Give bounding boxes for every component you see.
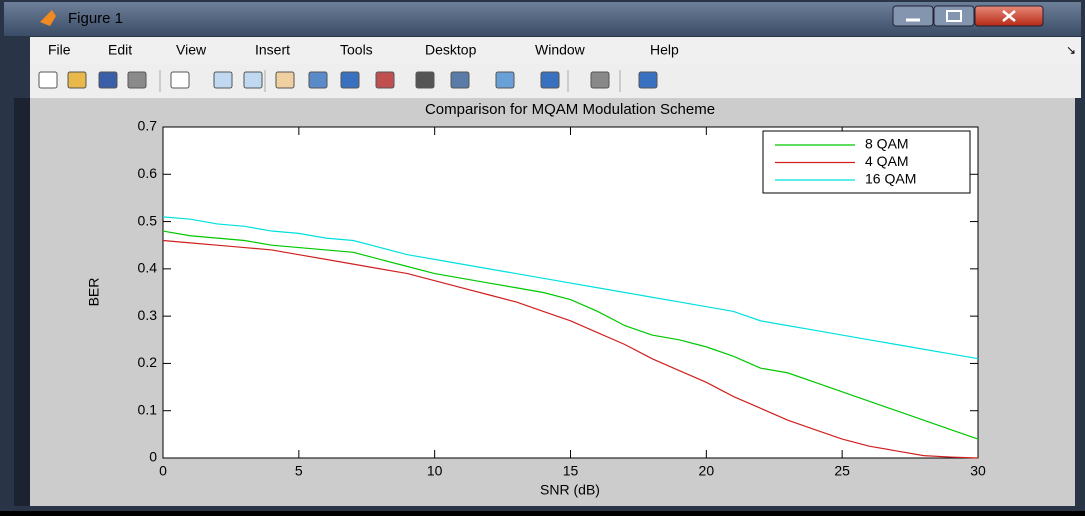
toolbar-button[interactable]	[308, 71, 328, 89]
y-tick-label: 0.3	[138, 307, 158, 323]
toolbar-button[interactable]	[67, 71, 87, 89]
menu-bar	[30, 37, 1081, 64]
menu-arrow: ↘	[1066, 43, 1076, 57]
menu-item[interactable]: Tools	[340, 42, 373, 58]
toolbar-button[interactable]	[38, 71, 58, 89]
toolbar-button[interactable]	[213, 71, 233, 89]
chart-title: Comparison for MQAM Modulation Scheme	[425, 101, 715, 118]
frame-left	[14, 98, 30, 506]
legend-label: 4 QAM	[865, 153, 909, 169]
toolbar-button[interactable]	[638, 71, 658, 89]
x-tick-label: 15	[563, 463, 579, 479]
x-tick-label: 0	[159, 463, 167, 479]
toolbar-button[interactable]	[275, 71, 295, 89]
menu-item[interactable]: View	[176, 42, 207, 58]
maximize-glyph	[946, 10, 962, 22]
y-tick-label: 0.7	[138, 118, 158, 134]
toolbar-button[interactable]	[243, 71, 263, 89]
series-line	[162, 239, 979, 459]
x-tick-label: 10	[427, 463, 443, 479]
toolbar-icons	[38, 70, 658, 92]
series-line	[162, 230, 979, 440]
toolbar-button[interactable]	[98, 71, 118, 89]
x-tick-label: 5	[295, 463, 303, 479]
y-axis-label: BER	[86, 278, 102, 307]
x-axis-label: SNR (dB)	[540, 482, 600, 498]
toolbar-button[interactable]	[540, 71, 560, 89]
legend-label: 16 QAM	[865, 171, 916, 187]
x-tick-label: 20	[699, 463, 715, 479]
toolbar-button[interactable]	[375, 71, 395, 89]
y-tick-label: 0.4	[138, 260, 158, 276]
toolbar-button[interactable]	[495, 71, 515, 89]
close-glyph	[1002, 10, 1016, 22]
toolbar-button[interactable]	[127, 71, 147, 89]
legend-box	[762, 130, 971, 194]
toolbar-button[interactable]	[590, 71, 610, 89]
toolbar-button[interactable]	[170, 71, 190, 89]
minimize-button[interactable]	[892, 5, 934, 27]
y-tick-label: 0.6	[138, 165, 158, 181]
y-tick-label: 0.1	[138, 401, 158, 417]
toolbar-button[interactable]	[450, 71, 470, 89]
menu-item[interactable]: Edit	[108, 42, 132, 58]
toolbar-button[interactable]	[340, 71, 360, 89]
y-tick-label: 0	[149, 449, 157, 465]
window-title: Figure 1	[68, 10, 123, 27]
menu-item[interactable]: Help	[650, 42, 679, 58]
maximize-button[interactable]	[933, 5, 975, 27]
series-line	[162, 216, 979, 360]
y-tick-label: 0.5	[138, 212, 158, 228]
menu-item[interactable]: Window	[535, 42, 586, 58]
menu-item[interactable]: File	[48, 42, 71, 58]
x-tick-label: 25	[834, 463, 850, 479]
app-icon	[40, 10, 56, 26]
toolbar-button[interactable]	[415, 71, 435, 89]
menu-item[interactable]: Insert	[255, 42, 290, 58]
legend-label: 8 QAM	[865, 136, 909, 152]
menu-item[interactable]: Desktop	[425, 42, 477, 58]
x-tick-label: 30	[970, 463, 986, 479]
y-tick-label: 0.2	[138, 354, 158, 370]
